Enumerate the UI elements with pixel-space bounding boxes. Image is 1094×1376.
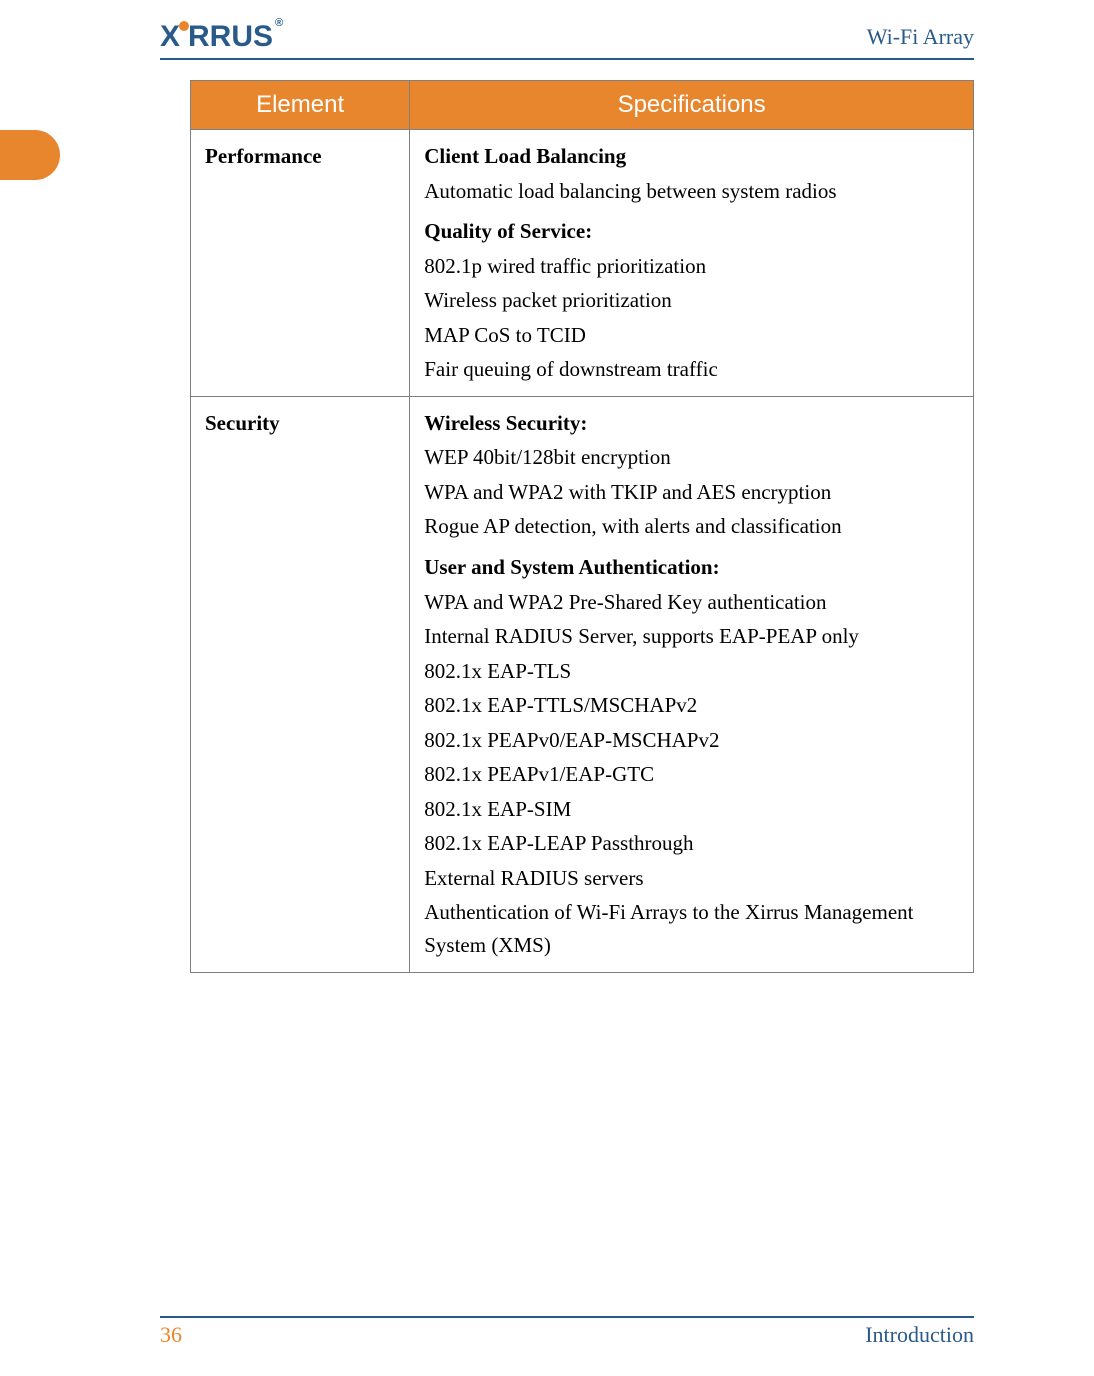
brand-logo: XRRUS®	[160, 20, 283, 54]
spec-line: 802.1x EAP-TLS	[424, 655, 959, 688]
specifications-table: Element Specifications Performance Clien…	[190, 80, 974, 973]
spec-line: MAP CoS to TCID	[424, 319, 959, 352]
spec-line: WPA and WPA2 Pre-Shared Key authenticati…	[424, 586, 959, 619]
page-content: Element Specifications Performance Clien…	[190, 80, 974, 973]
element-cell-security: Security	[191, 396, 410, 972]
table-row: Security Wireless Security: WEP 40bit/12…	[191, 396, 974, 972]
table-row: Performance Client Load Balancing Automa…	[191, 130, 974, 397]
table-header-row: Element Specifications	[191, 81, 974, 130]
spec-heading: Quality of Service:	[424, 215, 959, 248]
spec-cell-performance: Client Load Balancing Automatic load bal…	[410, 130, 974, 397]
element-cell-performance: Performance	[191, 130, 410, 397]
spec-line: Wireless packet prioritization	[424, 284, 959, 317]
spec-line: Authentication of Wi-Fi Arrays to the Xi…	[424, 896, 959, 961]
logo-dot-icon	[179, 21, 189, 31]
spec-line: 802.1x PEAPv1/EAP-GTC	[424, 758, 959, 791]
spec-line: 802.1x EAP-SIM	[424, 793, 959, 826]
registered-icon: ®	[275, 17, 283, 29]
spec-line: 802.1x PEAPv0/EAP-MSCHAPv2	[424, 724, 959, 757]
section-label: Introduction	[865, 1322, 974, 1348]
spec-line: Automatic load balancing between system …	[424, 175, 959, 208]
spec-line: 802.1x EAP-LEAP Passthrough	[424, 827, 959, 860]
spec-line: 802.1p wired traffic prioritization	[424, 250, 959, 283]
spec-line: Internal RADIUS Server, supports EAP-PEA…	[424, 620, 959, 653]
spec-heading: Client Load Balancing	[424, 140, 959, 173]
page-number: 36	[160, 1322, 182, 1348]
spec-line: External RADIUS servers	[424, 862, 959, 895]
spec-line: 802.1x EAP-TTLS/MSCHAPv2	[424, 689, 959, 722]
brand-logo-text: XRRUS®	[160, 20, 283, 54]
header-title: Wi-Fi Array	[867, 24, 974, 50]
page-footer: 36 Introduction	[160, 1316, 974, 1348]
column-header-specifications: Specifications	[410, 81, 974, 130]
spec-heading: Wireless Security:	[424, 407, 959, 440]
column-header-element: Element	[191, 81, 410, 130]
spec-cell-security: Wireless Security: WEP 40bit/128bit encr…	[410, 396, 974, 972]
page-header: XRRUS® Wi-Fi Array	[160, 20, 974, 60]
spec-line: Fair queuing of downstream traffic	[424, 353, 959, 386]
side-tab-marker	[0, 130, 60, 180]
spec-line: WPA and WPA2 with TKIP and AES encryptio…	[424, 476, 959, 509]
spec-line: WEP 40bit/128bit encryption	[424, 441, 959, 474]
spec-heading: User and System Authentication:	[424, 551, 959, 584]
spec-line: Rogue AP detection, with alerts and clas…	[424, 510, 959, 543]
